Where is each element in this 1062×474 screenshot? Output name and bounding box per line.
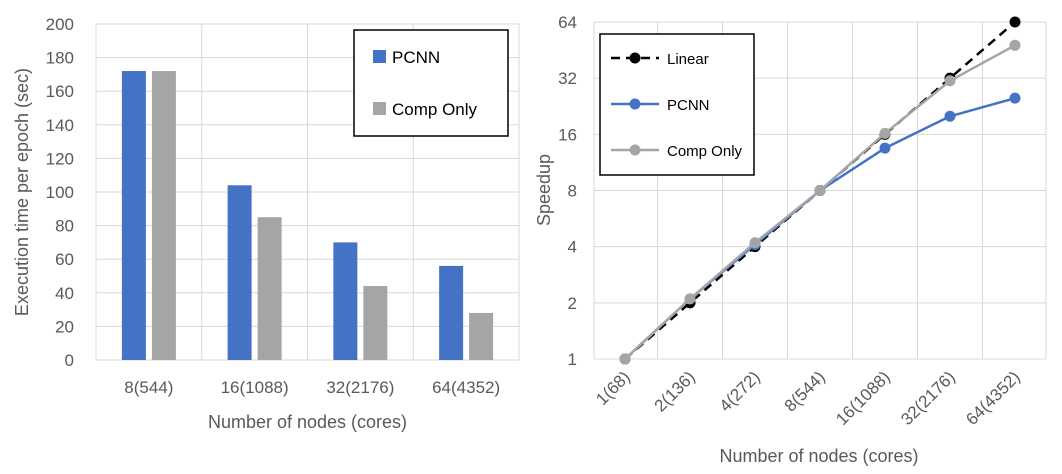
point-comp-only	[619, 353, 631, 365]
x-tick-label: 32(2176)	[326, 378, 394, 397]
x-axis-label: Number of nodes (cores)	[208, 412, 407, 432]
x-tick-label: 32(2176)	[897, 367, 959, 429]
point-pcnn	[879, 142, 891, 154]
point-linear	[1009, 16, 1021, 28]
y-tick-label: 60	[55, 250, 74, 269]
point-comp-only	[879, 127, 891, 139]
y-tick-label: 4	[568, 238, 577, 257]
legend-frame	[353, 29, 509, 137]
legend-label: Comp Only	[392, 100, 478, 119]
y-tick-label: 1	[568, 350, 577, 369]
bar-comp-only	[363, 286, 388, 360]
point-comp-only	[944, 75, 956, 87]
x-tick-label: 2(136)	[651, 367, 699, 415]
y-tick-label: 32	[558, 69, 577, 88]
y-tick-label: 100	[46, 183, 74, 202]
y-tick-label: 0	[65, 351, 74, 370]
y-tick-label: 140	[46, 116, 74, 135]
y-tick-label: 200	[46, 15, 74, 34]
y-tick-label: 40	[55, 284, 74, 303]
y-axis-label: Speedup	[534, 154, 554, 226]
bar-comp-only	[257, 217, 282, 360]
y-tick-label: 8	[568, 182, 577, 201]
y-axis-label: Execution time per epoch (sec)	[12, 68, 32, 316]
legend-swatch	[373, 102, 386, 115]
x-tick-label: 1(68)	[592, 367, 633, 408]
legend-label: Comp Only	[667, 143, 743, 160]
legend-label: PCNN	[392, 48, 440, 67]
legend: PCNN Comp Only	[353, 29, 509, 137]
x-tick-label: 16(1088)	[832, 367, 894, 429]
point-comp-only	[1009, 39, 1021, 51]
y-tick-label: 64	[558, 13, 577, 32]
legend-marker	[629, 98, 641, 110]
legend-marker	[629, 144, 641, 156]
point-pcnn	[1009, 92, 1021, 104]
bar-pcnn	[439, 265, 464, 360]
y-tick-label: 180	[46, 49, 74, 68]
point-comp-only	[749, 237, 761, 249]
bar-comp-only	[469, 312, 494, 360]
bar-chart: 0 20 40 60 80 100 120 140 160 180 200 8(544) 16(1088…	[12, 15, 520, 432]
speedup-chart: 1 2 4 8 16 32 64 1(68) 2(136) 4(272) 8(544) 16(1088…	[534, 13, 1047, 466]
legend: Linear PCNN Comp Only	[599, 33, 755, 176]
x-tick-label: 8(544)	[124, 378, 173, 397]
y-tick-label: 160	[46, 82, 74, 101]
bar-pcnn	[121, 71, 146, 360]
point-pcnn	[944, 110, 956, 122]
x-tick-label: 4(272)	[716, 367, 764, 415]
legend-label: PCNN	[667, 97, 710, 114]
x-tick-label: 16(1088)	[221, 378, 289, 397]
bar-comp-only	[151, 71, 176, 360]
y-tick-label: 16	[558, 125, 577, 144]
y-tick-label: 20	[55, 317, 74, 336]
legend-swatch	[373, 50, 386, 63]
y-tick-label: 80	[55, 217, 74, 236]
x-axis-label: Number of nodes (cores)	[719, 446, 918, 466]
x-tick-label: 64(4352)	[432, 378, 500, 397]
bar-pcnn	[227, 185, 252, 360]
legend-marker	[629, 52, 641, 64]
legend-label: Linear	[667, 51, 709, 68]
point-comp-only	[814, 185, 826, 196]
bar-pcnn	[333, 242, 358, 360]
y-tick-label: 120	[46, 149, 74, 168]
x-tick-label: 64(4352)	[962, 367, 1024, 429]
y-tick-label: 2	[568, 294, 577, 313]
point-comp-only	[684, 293, 696, 305]
x-tick-label: 8(544)	[781, 367, 829, 415]
